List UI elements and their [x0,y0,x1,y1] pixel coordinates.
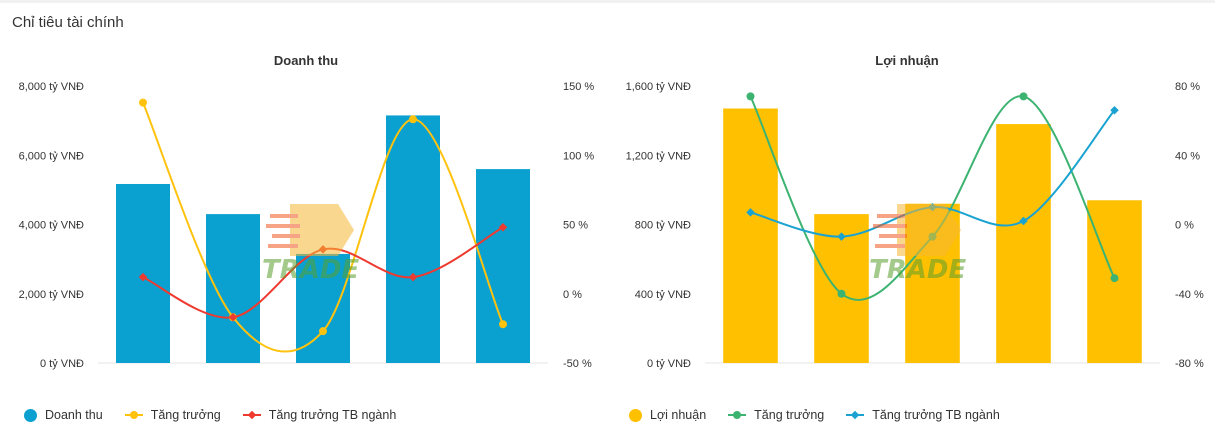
point-growth-2025[interactable] [1110,274,1119,283]
profit-legend: Lợi nhuận Tăng trưởng Tăng trưởng TB ngà… [629,408,1022,422]
y-left-tick-label: 800 tỷ VNĐ [635,220,691,232]
legend-marker-line [846,410,865,420]
x-tick-label: 2023 [921,379,944,380]
legend-marker-line [728,411,747,419]
point-growth-2021[interactable] [139,98,147,107]
y-right-tick-label: 40 % [1175,150,1200,162]
legend-marker-line [242,410,261,420]
legend-item-industry-growth[interactable]: Tăng trưởng TB ngành [242,408,397,422]
legend-label: Doanh thu [45,408,103,422]
line-series-growth [142,102,504,353]
watermark-logo-icon [873,204,961,256]
y-right-tick-label: 150 % [563,81,594,93]
y-right-tick-label: 0 % [1175,220,1194,232]
x-tick-label: 2024 [1012,379,1035,380]
y-right-tick-label: 100 % [563,150,594,162]
legend-marker-bar [24,408,37,422]
y-right-tick-label: 80 % [1175,81,1200,93]
chart-title: Lợi nhuận [875,53,938,68]
revenue-legend: Doanh thu Tăng trưởng Tăng trưởng TB ngà… [24,408,418,422]
bar-2022[interactable] [206,214,260,363]
x-tick-label: 2021 [132,379,155,380]
x-tick-label: 2022 [830,379,853,380]
x-tick-label: 2021 [739,379,762,380]
legend-item-industry-growth[interactable]: Tăng trưởng TB ngành [846,408,1000,422]
section-title: Chỉ tiêu tài chính [12,14,124,31]
point-industry-2024[interactable] [408,272,418,282]
y-right-tick-label: -40 % [1175,289,1204,301]
legend-item-profit[interactable]: Lợi nhuận [629,408,706,422]
legend-marker-line [124,411,143,419]
legend-label: Tăng trưởng TB ngành [872,408,1000,422]
bar-2021[interactable] [723,108,778,363]
y-left-tick-label: 2,000 tỷ VNĐ [19,289,84,301]
bar-2023[interactable] [296,253,350,363]
y-left-tick-label: 1,200 tỷ VNĐ [626,150,691,162]
bar-2024[interactable] [996,124,1051,364]
point-growth-2023[interactable] [319,327,327,336]
y-left-tick-label: 1,600 tỷ VNĐ [626,81,691,93]
bar-2024[interactable] [386,115,440,364]
y-right-tick-label: 50 % [563,220,588,232]
point-industry-2022[interactable] [228,313,238,322]
point-growth-2024[interactable] [409,115,417,124]
legend-marker-bar [629,408,642,422]
watermark-text: TRADE [869,255,966,285]
watermark-text: TRADE [262,255,359,285]
x-tick-label: 2025 [1103,379,1126,380]
point-growth-2024[interactable] [1019,92,1028,101]
x-tick-label: 2024 [402,379,425,380]
revenue-chart-panel: Doanh thu 0 tỷ VNĐ 2,000 tỷ VNĐ 4,000 tỷ VN… [0,40,607,444]
point-growth-2021[interactable] [746,92,755,101]
watermark-logo-icon [266,204,354,256]
y-left-tick-label: 0 tỷ VNĐ [40,358,84,370]
y-right-tick-label: -50 % [563,358,592,370]
watermark-logo: TRADE [262,200,362,290]
y-left-tick-label: 4,000 tỷ VNĐ [19,220,84,232]
legend-label: Tăng trưởng [150,408,221,422]
y-left-tick-label: 0 tỷ VNĐ [647,358,691,370]
y-right-tick-label: -80 % [1175,358,1204,370]
legend-label: Lợi nhuận [650,408,707,422]
point-growth-2022[interactable] [837,289,846,298]
y-right-tick-label: 0 % [563,289,582,301]
legend-item-growth[interactable]: Tăng trưởng [728,408,824,422]
legend-label: Tăng trưởng TB ngành [268,408,397,422]
y-left-tick-label: 8,000 tỷ VNĐ [19,81,84,93]
y-left-tick-label: 6,000 tỷ VNĐ [19,150,84,162]
chart-title: Doanh thu [274,53,338,68]
revenue-chart: Doanh thu 0 tỷ VNĐ 2,000 tỷ VNĐ 4,000 tỷ VN… [19,53,595,380]
legend-item-growth[interactable]: Tăng trưởng [124,408,221,422]
x-tick-label: 2023 [312,379,335,380]
bar-2025[interactable] [476,169,530,363]
watermark-logo: TRADE [869,200,969,290]
point-industry-2021[interactable] [138,272,148,282]
x-tick-label: 2022 [222,379,245,380]
point-growth-2025[interactable] [499,320,507,329]
point-industry-2025[interactable] [498,223,508,232]
x-tick-label: 2025 [492,379,515,380]
y-left-tick-label: 400 tỷ VNĐ [635,289,691,301]
profit-chart-panel: Lợi nhuận 0 tỷ VNĐ 400 tỷ VNĐ 800 tỷ VNĐ 1,2… [607,40,1214,444]
legend-label: Tăng trưởng [754,408,825,422]
legend-item-revenue[interactable]: Doanh thu [24,408,103,422]
